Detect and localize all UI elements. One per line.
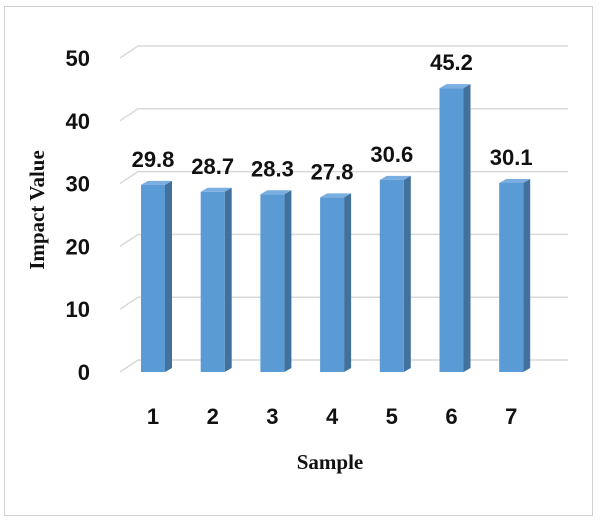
bar-side — [344, 193, 352, 372]
data-label: 45.2 — [430, 50, 473, 75]
bar-side — [403, 175, 411, 372]
x-tick-label: 1 — [147, 404, 159, 429]
gridline — [119, 233, 568, 248]
bar-front — [260, 194, 285, 372]
chart-frame — [4, 6, 593, 516]
bar-side — [463, 84, 471, 373]
bar-front — [379, 179, 404, 372]
bar-top — [499, 178, 531, 183]
bars — [141, 84, 531, 373]
data-label: 28.7 — [191, 154, 234, 179]
bar-front — [439, 88, 464, 373]
gridline — [119, 45, 568, 59]
x-tick-labels: 1 2 3 4 5 6 7 — [147, 404, 517, 429]
bar-side — [284, 190, 292, 372]
y-tick-label: 10 — [66, 297, 90, 322]
x-tick-label: 5 — [386, 404, 398, 429]
data-label: 30.6 — [370, 142, 413, 167]
bar-side — [523, 178, 531, 372]
y-tick-label: 50 — [66, 46, 90, 71]
data-label: 28.3 — [251, 156, 294, 181]
bar — [439, 84, 471, 373]
gridlines — [119, 45, 568, 373]
gridline — [119, 108, 568, 122]
bar-top — [141, 180, 172, 185]
bar-front — [499, 182, 524, 372]
bar — [141, 180, 172, 372]
x-axis-title: Sample — [297, 450, 364, 474]
bar-top — [439, 84, 471, 89]
y-tick-labels: 0 10 20 30 40 50 — [66, 46, 90, 385]
gridline — [119, 296, 568, 310]
bar — [320, 193, 352, 372]
bar-side — [165, 180, 172, 372]
y-tick-label: 0 — [78, 360, 90, 385]
y-axis-title: Impact Value — [25, 150, 49, 270]
bar-top — [379, 175, 411, 180]
bar-side — [224, 187, 232, 372]
data-label: 29.8 — [132, 147, 175, 172]
gridline — [119, 170, 568, 185]
y-tick-label: 40 — [66, 109, 90, 134]
x-tick-label: 7 — [505, 404, 517, 429]
gridline — [119, 359, 568, 373]
data-label: 27.8 — [311, 159, 354, 184]
x-tick-label: 6 — [445, 404, 457, 429]
x-tick-label: 3 — [266, 404, 278, 429]
bar — [379, 175, 411, 372]
data-labels: 29.8 28.7 28.3 27.8 30.6 45.2 30.1 — [132, 50, 533, 184]
bar-front — [200, 191, 225, 372]
bar-front — [320, 197, 345, 372]
x-tick-label: 2 — [207, 404, 219, 429]
bar-top — [200, 187, 232, 192]
x-tick-label: 4 — [326, 404, 339, 429]
y-tick-label: 30 — [66, 172, 90, 197]
bar — [499, 178, 531, 372]
bar-top — [260, 190, 292, 195]
data-label: 30.1 — [490, 145, 533, 170]
bar-top — [320, 193, 352, 198]
bar-front — [141, 184, 165, 372]
bar — [260, 190, 292, 372]
bar — [200, 187, 232, 372]
y-tick-label: 20 — [66, 234, 90, 259]
